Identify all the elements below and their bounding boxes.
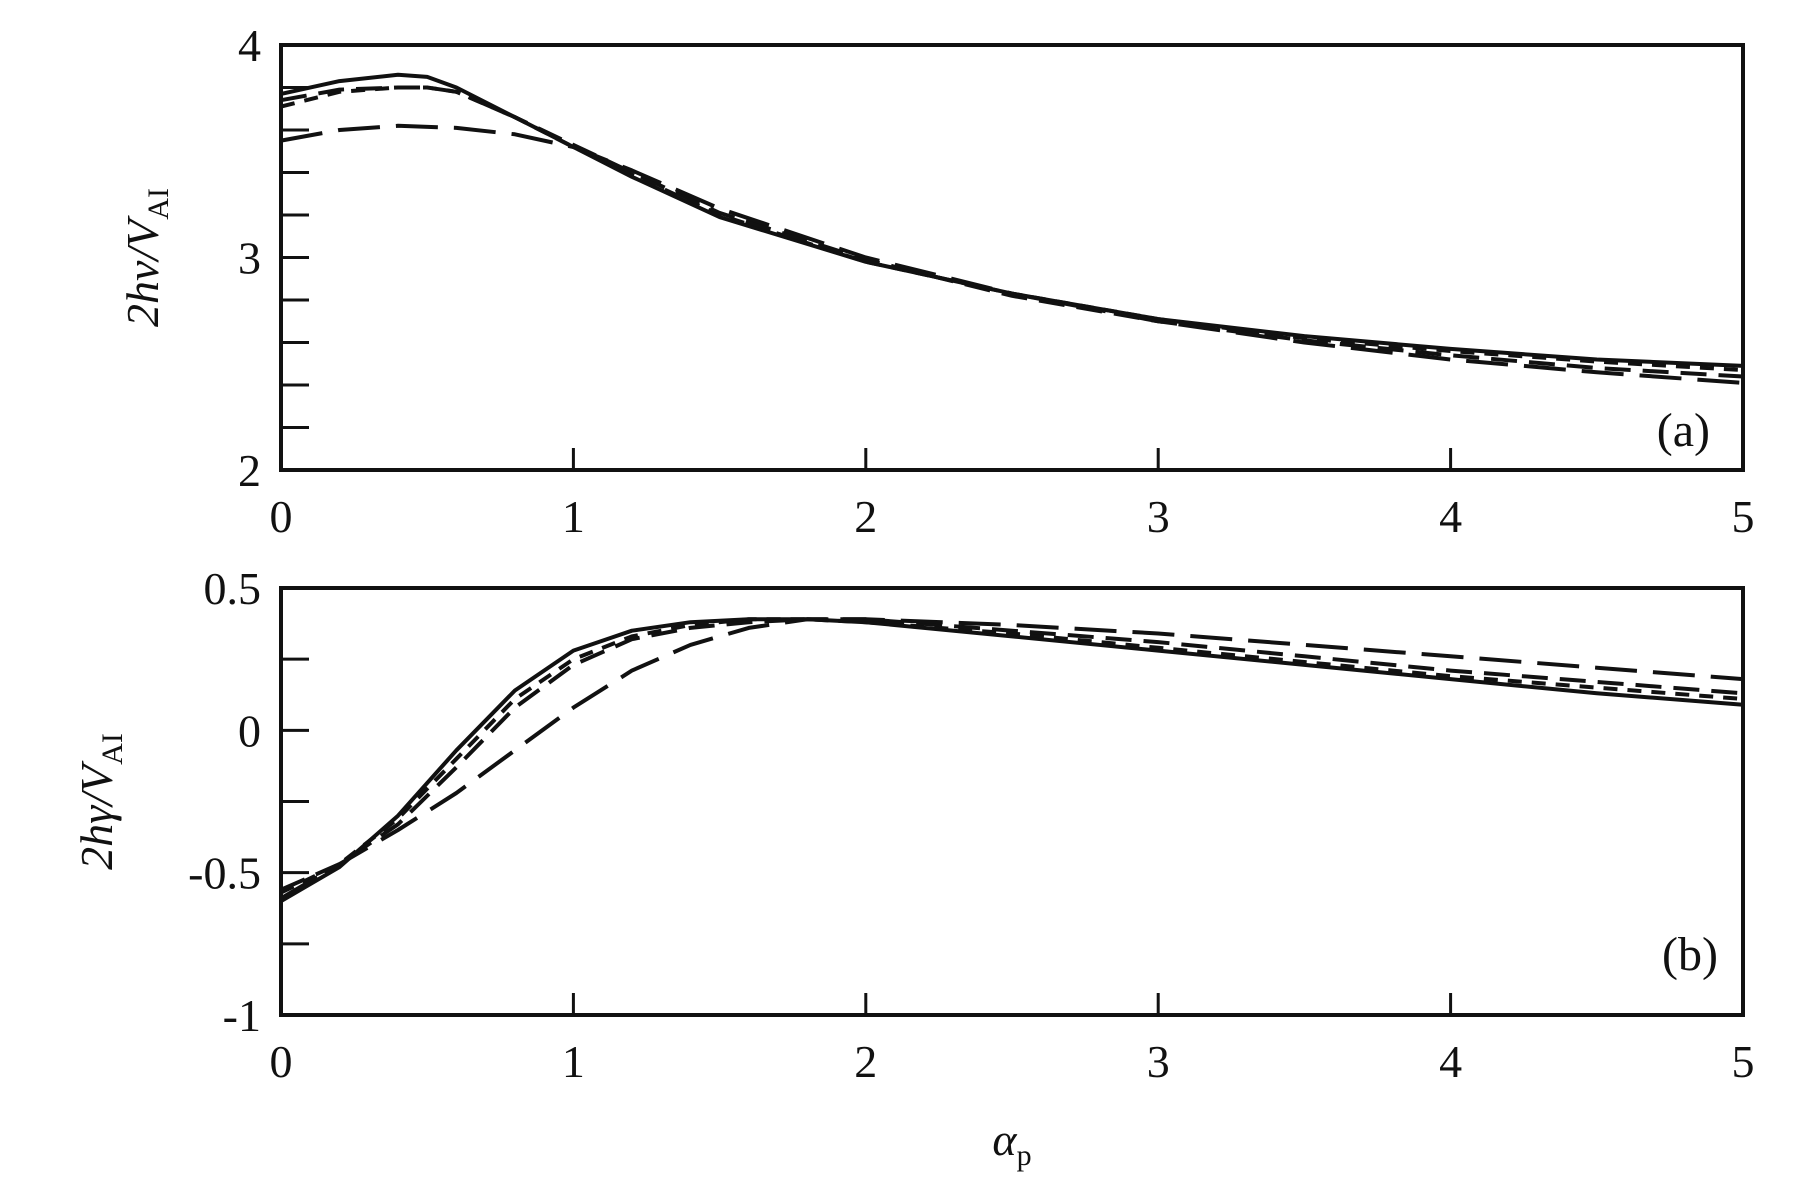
series-line-short-dash — [280, 85, 1744, 373]
x-tick-label: 0 — [270, 1036, 293, 1087]
y-tick-label: 0.5 — [204, 563, 262, 614]
y-tick-label: 3 — [238, 233, 261, 284]
x-tick-label: 1 — [562, 491, 585, 542]
x-tick-label: 3 — [1147, 1036, 1170, 1087]
x-tick-label: 3 — [1147, 491, 1170, 542]
y-axis-title: 2hν/VAI — [117, 188, 175, 327]
y-tick-label: 2 — [238, 445, 261, 496]
x-tick-label: 4 — [1439, 1036, 1462, 1087]
x-tick-label: 0 — [270, 491, 293, 542]
x-tick-label: 2 — [854, 491, 877, 542]
y-tick-label: -1 — [223, 990, 261, 1041]
y-axis-title: 2hγ/VAI — [71, 733, 129, 870]
x-tick-label: 1 — [562, 1036, 585, 1087]
x-tick-label: 5 — [1732, 1036, 1755, 1087]
series-line-medium-dash — [280, 85, 1744, 379]
series-line-long-dash — [280, 123, 1744, 385]
panel-a: 0 1 2 3 4 5 2 3 4 (a) 2hν/VAI — [117, 20, 1755, 542]
y-tick-label: -0.5 — [188, 848, 261, 899]
series-line-medium-dash — [280, 617, 1744, 892]
series-line-long-dash — [279, 617, 1744, 901]
x-tick-label: 2 — [854, 1036, 877, 1087]
panel-label: (b) — [1662, 928, 1718, 981]
series-line-short-dash — [280, 617, 1744, 895]
plot-frame — [279, 586, 1745, 1017]
y-tick-label: 4 — [238, 20, 261, 71]
x-tick-label: 5 — [1732, 491, 1755, 542]
x-tick-label: 4 — [1439, 491, 1462, 542]
x-axis-title: αp — [992, 1114, 1031, 1172]
series-line-solid — [280, 72, 1744, 368]
panel-b: 0 1 2 3 4 5 -1 -0.5 0 0.5 (b) 2hγ/VAI αp — [71, 563, 1755, 1172]
y-tick-label: 0 — [238, 705, 261, 756]
panel-label: (a) — [1657, 404, 1710, 457]
